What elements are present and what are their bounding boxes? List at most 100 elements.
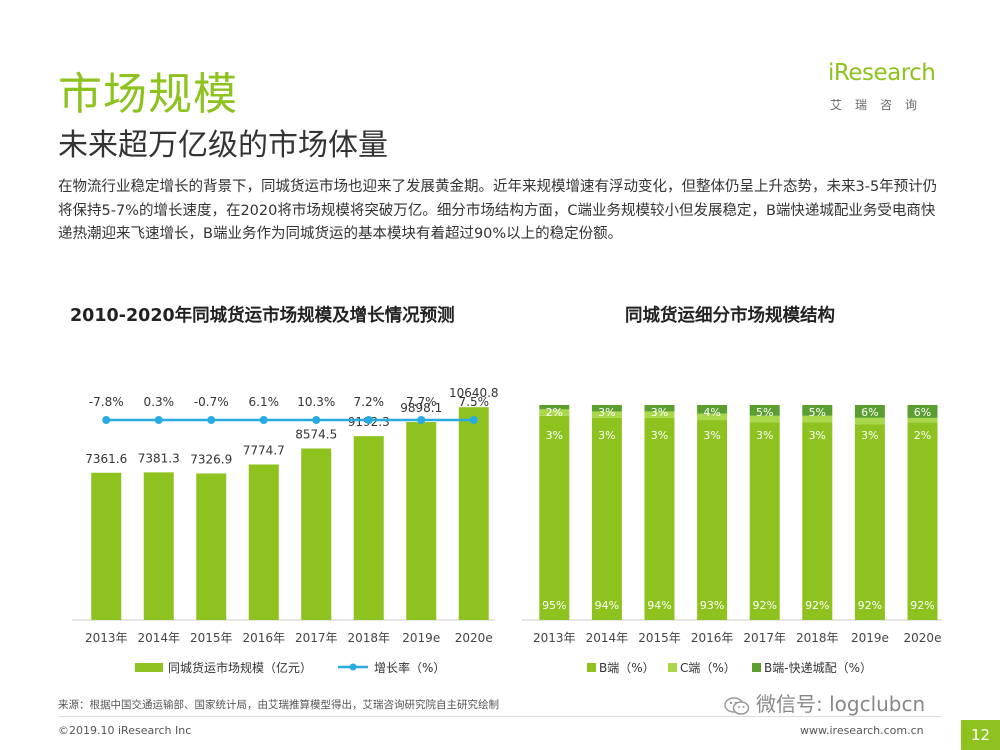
chart1-growth-point <box>469 416 478 424</box>
chart2-x-tick: 2013年 <box>533 631 576 645</box>
chart2-x-tick: 2015年 <box>638 631 681 645</box>
chart2-x-tick: 2014年 <box>586 631 629 645</box>
chart2-segment-b <box>802 422 833 620</box>
chart2-segment-express <box>907 405 938 418</box>
chart1-bar <box>196 473 227 620</box>
wechat-text: 微信号: logclubcn <box>756 692 926 716</box>
chart2-segment-b <box>644 417 675 620</box>
chart2-legend-label: C端（%） <box>680 661 736 675</box>
chart1-bar-label: 9898.1 <box>400 401 442 415</box>
chart2-c-label: 3% <box>651 429 668 442</box>
chart1-growth-label: -0.7% <box>194 395 229 409</box>
chart2-legend-label: B端-快递城配（%） <box>764 661 872 675</box>
chart2-segment-c <box>591 411 622 418</box>
page-number: 12 <box>961 720 1000 750</box>
chart1-growth-point <box>154 416 163 424</box>
chart2-segment-c <box>907 417 938 423</box>
chart1-legend-line-label: 增长率（%） <box>374 660 445 675</box>
chart2-segment-express <box>591 405 622 412</box>
logo-wordmark: iResearch <box>828 60 936 86</box>
chart2-express-label: 3% <box>651 406 668 419</box>
chart2-express-label: 4% <box>703 406 720 419</box>
chart1-x-tick: 2017年 <box>295 631 338 645</box>
chart1-growth-point <box>364 416 373 424</box>
chart2-segment-express <box>644 405 675 412</box>
chart1-growth-point <box>417 416 426 424</box>
chart1-bar-label: 10640.8 <box>449 386 499 400</box>
chart2-segment-c <box>854 417 885 425</box>
chart2-b-label: 93% <box>700 599 724 612</box>
chart1-x-tick: 2019e <box>402 631 440 645</box>
chart1-bar <box>458 407 489 620</box>
chart2-title: 同城货运细分市场规模结构 <box>625 306 835 326</box>
chart2-segment-c <box>802 415 833 423</box>
chart2-segment-b <box>907 422 938 620</box>
chart2-c-label: 3% <box>809 429 826 442</box>
chart2-x-tick: 2019e <box>851 631 889 645</box>
chart1-bar <box>353 436 384 620</box>
chart1-growth-label: 7.2% <box>354 395 385 409</box>
intro-paragraph: 在物流行业稳定增长的背景下，同城货运市场也迎来了发展黄金期。近年来规模增速有浮动… <box>58 179 938 242</box>
chart2-b-label: 95% <box>542 599 566 612</box>
chart2-legend-swatch <box>668 663 677 672</box>
chart1-growth-label: 7.5% <box>459 395 490 409</box>
chart2-segment-express <box>749 405 780 416</box>
chart2-express-label: 6% <box>914 406 931 419</box>
chart2-segment-express <box>697 405 728 414</box>
chart1-bar <box>143 472 174 620</box>
chart1-x-tick: 2020e <box>455 631 493 645</box>
chart1-growth-point <box>102 416 111 424</box>
chart1-growth-label: 10.3% <box>297 395 335 409</box>
chart1-bar <box>406 422 437 620</box>
chart2-segment-c <box>697 413 728 421</box>
chart1-bar <box>91 472 122 620</box>
chart1-bar-label: 7326.9 <box>190 452 232 466</box>
chart2-express-label: 6% <box>861 406 878 419</box>
chart1-x-tick: 2018年 <box>347 631 390 645</box>
chart1-bar <box>301 448 332 620</box>
chart2-x-tick: 2020e <box>904 631 942 645</box>
chart2-x-tick: 2018年 <box>796 631 839 645</box>
page-subtitle: 未来超万亿级的市场体量 <box>58 128 388 163</box>
chart2-segment-b <box>697 420 728 620</box>
chart2-express-label: 3% <box>598 406 615 419</box>
chart2-legend-swatch <box>587 663 596 672</box>
chart2-b-label: 92% <box>910 599 934 612</box>
wechat-watermark: 微信号: logclubcn <box>724 688 925 717</box>
chart1-bar-label: 7774.7 <box>243 444 285 458</box>
chart2-segment-c <box>539 409 570 416</box>
iresearch-logo: iResearch 艾瑞咨询 <box>828 60 948 120</box>
chart1-x-tick: 2015年 <box>190 631 233 645</box>
chart2-segment-c <box>644 411 675 418</box>
chart2-segment-b <box>591 417 622 620</box>
wechat-icon <box>724 696 750 715</box>
chart2-x-tick: 2016年 <box>691 631 734 645</box>
chart2-segment-b <box>749 422 780 620</box>
chart1-growth-label: 7.7% <box>406 395 437 409</box>
chart2-c-label: 2% <box>914 429 931 442</box>
chart1-growth-label: 0.3% <box>144 395 175 409</box>
chart2-c-label: 3% <box>861 429 878 442</box>
chart1-x-tick: 2013年 <box>85 631 128 645</box>
chart2-b-label: 92% <box>805 599 829 612</box>
chart1-x-tick: 2014年 <box>137 631 180 645</box>
page-title: 市场规模 <box>58 69 238 120</box>
chart2-express-label: 5% <box>809 406 826 419</box>
website-url: www.iresearch.com.cn <box>800 724 924 737</box>
chart1-legend-bar-swatch <box>135 663 163 672</box>
chart1-growth-point <box>207 416 216 424</box>
chart1-bar-label: 7381.3 <box>138 451 180 465</box>
chart2-segment-b <box>854 424 885 620</box>
chart1-legend-line-dot <box>349 663 357 671</box>
source-note: 来源：根据中国交通运输部、国家统计局，由艾瑞推算模型得出，艾瑞咨询研究院自主研究… <box>58 699 499 711</box>
logo-subtitle: 艾瑞咨询 <box>830 98 931 112</box>
chart2-express-label: 2% <box>546 406 563 419</box>
chart1-bar <box>248 464 279 620</box>
copyright: ©2019.10 iResearch Inc <box>58 724 192 737</box>
chart2-b-label: 92% <box>752 599 776 612</box>
chart1-x-tick: 2016年 <box>242 631 285 645</box>
chart2-legend-label: B端（%） <box>599 661 655 675</box>
chart2-segment-b <box>539 415 570 620</box>
chart2-c-label: 3% <box>598 429 615 442</box>
